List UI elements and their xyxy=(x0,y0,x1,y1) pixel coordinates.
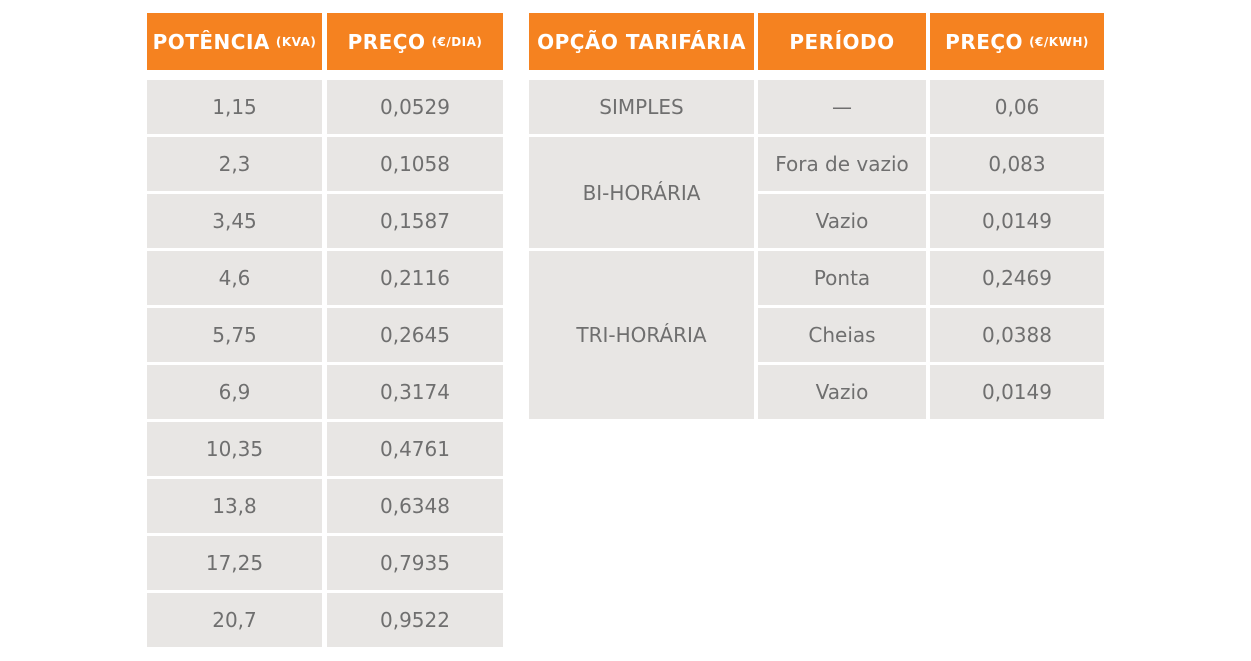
header-period-label: PERÍODO xyxy=(789,29,895,54)
price-day-cell: 0,4761 xyxy=(327,422,503,476)
header-price-label: PREÇO xyxy=(347,29,426,54)
price-day-cell: 0,3174 xyxy=(327,365,503,419)
header-tariff-option: OPÇÃO TARIFÁRIA xyxy=(529,13,754,70)
power-cell: 1,15 xyxy=(147,80,322,134)
period-cell: Vazio xyxy=(758,194,926,248)
price-kwh-cell: 0,06 xyxy=(930,80,1104,134)
header-power: POTÊNCIA (KVA) xyxy=(147,13,322,70)
price-day-cell: 0,1587 xyxy=(327,194,503,248)
tariff-option-cell: SIMPLES xyxy=(529,80,754,134)
price-day-cell: 0,9522 xyxy=(327,593,503,647)
price-kwh-cell: 0,2469 xyxy=(930,251,1104,305)
header-price-kwh: PREÇO (€/KWH) xyxy=(930,13,1104,70)
tariff-option-cell: BI-HORÁRIA xyxy=(529,137,754,248)
power-cell: 20,7 xyxy=(147,593,322,647)
price-day-cell: 0,2645 xyxy=(327,308,503,362)
price-day-cell: 0,0529 xyxy=(327,80,503,134)
power-cell: 13,8 xyxy=(147,479,322,533)
price-day-cell: 0,1058 xyxy=(327,137,503,191)
header-price-kwh-label: PREÇO xyxy=(945,29,1024,54)
header-power-label: POTÊNCIA xyxy=(152,29,270,54)
period-cell: Cheias xyxy=(758,308,926,362)
price-day-cell: 0,6348 xyxy=(327,479,503,533)
price-kwh-cell: 0,0149 xyxy=(930,365,1104,419)
period-cell: Ponta xyxy=(758,251,926,305)
price-kwh-cell: 0,083 xyxy=(930,137,1104,191)
power-cell: 6,9 xyxy=(147,365,322,419)
power-cell: 10,35 xyxy=(147,422,322,476)
price-day-cell: 0,7935 xyxy=(327,536,503,590)
price-kwh-cell: 0,0388 xyxy=(930,308,1104,362)
period-cell: Fora de vazio xyxy=(758,137,926,191)
header-power-unit: (KVA) xyxy=(275,34,317,49)
period-cell: — xyxy=(758,80,926,134)
power-cell: 2,3 xyxy=(147,137,322,191)
price-day-cell: 0,2116 xyxy=(327,251,503,305)
power-cell: 17,25 xyxy=(147,536,322,590)
price-kwh-cell: 0,0149 xyxy=(930,194,1104,248)
period-cell: Vazio xyxy=(758,365,926,419)
header-price-day: PREÇO (€/DIA) xyxy=(327,13,503,70)
header-price-kwh-unit: (€/KWH) xyxy=(1029,34,1089,49)
header-tariff-option-label: OPÇÃO TARIFÁRIA xyxy=(537,29,746,54)
power-cell: 3,45 xyxy=(147,194,322,248)
header-period: PERÍODO xyxy=(758,13,926,70)
header-price-unit: (€/DIA) xyxy=(431,34,483,49)
power-cell: 5,75 xyxy=(147,308,322,362)
tariff-option-cell: TRI-HORÁRIA xyxy=(529,251,754,419)
power-cell: 4,6 xyxy=(147,251,322,305)
